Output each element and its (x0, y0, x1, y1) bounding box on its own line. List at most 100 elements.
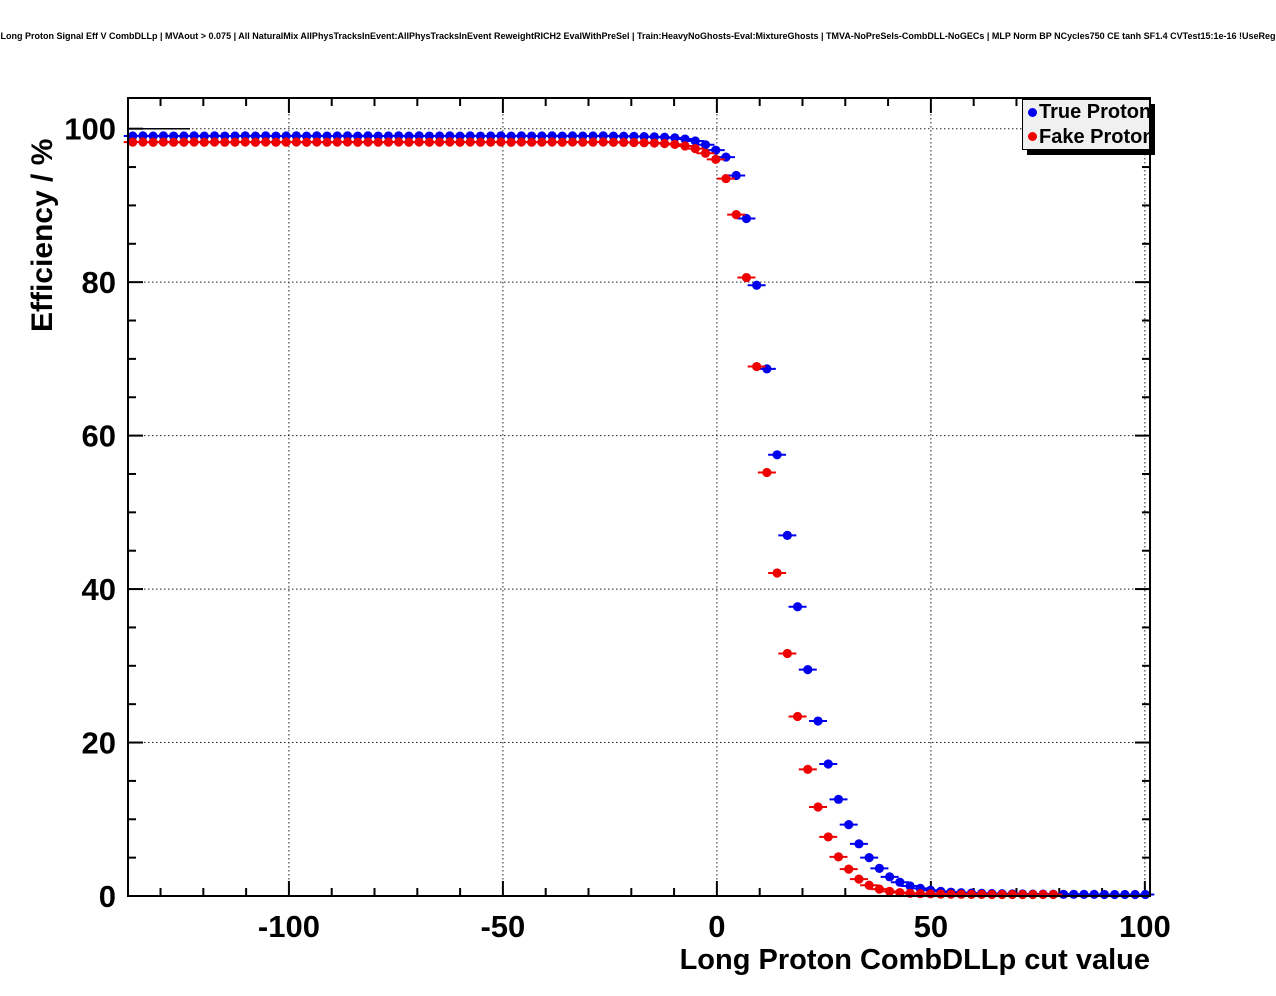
data-point-fake-proton (138, 137, 148, 147)
tick-label-layer: -100 -50 0 50 100 0 20 40 60 80 100 (64, 112, 1170, 944)
data-point-fake-proton (291, 137, 301, 147)
data-point-fake-proton (823, 832, 833, 842)
data-point-fake-proton (557, 137, 567, 147)
data-point-fake-proton (864, 880, 874, 890)
data-point-fake-proton (363, 137, 373, 147)
data-point-fake-proton (1048, 889, 1058, 900)
data-point-fake-proton (854, 874, 864, 884)
data-point-fake-proton (434, 137, 445, 147)
x-tick-label: 100 (1119, 909, 1171, 944)
true-proton-marker-icon (1028, 107, 1037, 117)
data-point-true-proton (700, 140, 711, 150)
data-point-fake-proton (506, 137, 516, 147)
data-point-fake-proton (670, 139, 680, 150)
data-point-fake-proton (547, 137, 557, 147)
data-point-fake-proton (353, 137, 363, 147)
data-point-true-proton (670, 133, 680, 143)
y-tick-label: 60 (82, 419, 116, 454)
data-point-fake-proton (189, 137, 199, 147)
data-point-true-proton (752, 280, 762, 290)
data-point-true-proton (803, 665, 813, 675)
data-point-fake-proton (261, 137, 271, 147)
data-point-fake-proton (895, 887, 905, 898)
data-point-fake-proton (465, 137, 475, 147)
data-point-true-proton (885, 872, 895, 882)
legend-label-true-proton: True Proton (1039, 101, 1152, 124)
data-point-fake-proton (527, 137, 537, 147)
legend-label-fake-proton: Fake Proton (1039, 125, 1155, 148)
tick-layer (128, 98, 1150, 896)
x-axis-title: Long Proton CombDLLp cut value (679, 944, 1150, 976)
data-point-fake-proton (240, 137, 250, 147)
plot-title: Long Proton Signal Eff V CombDLLp | MVAo… (0, 31, 1276, 41)
data-point-fake-proton (209, 137, 220, 147)
data-point-true-proton (690, 136, 700, 146)
data-point-true-proton (782, 530, 792, 540)
data-point-fake-proton (322, 137, 332, 147)
data-point-fake-proton (281, 137, 291, 147)
data-point-fake-proton (885, 886, 895, 896)
y-tick-label: 80 (82, 265, 116, 300)
data-point-true-proton (844, 820, 854, 830)
data-point-fake-proton (619, 137, 629, 147)
data-point-fake-proton (383, 137, 394, 147)
data-point-fake-proton (639, 138, 649, 148)
data-point-fake-proton (394, 137, 404, 147)
data-point-fake-proton (649, 138, 659, 148)
y-axis-title: Efficiency / % (26, 138, 59, 332)
data-point-fake-proton (179, 137, 189, 147)
data-point-true-proton (813, 716, 823, 726)
legend-item-fake-proton: Fake Proton (1023, 125, 1155, 149)
data-point-fake-proton (598, 137, 608, 147)
data-point-fake-proton (588, 137, 598, 147)
data-point-fake-proton (690, 144, 700, 154)
data-point-fake-proton (332, 137, 342, 147)
data-point-fake-proton (301, 137, 312, 147)
x-tick-label: -100 (258, 909, 320, 944)
data-point-true-proton (823, 759, 833, 769)
data-point-fake-proton (844, 864, 854, 874)
data-point-fake-proton (772, 568, 782, 578)
grid-layer (128, 98, 1150, 896)
data-point-fake-proton (455, 137, 465, 147)
fake-proton-marker-icon (1028, 132, 1037, 142)
data-point-fake-proton (128, 137, 138, 147)
data-point-true-proton (792, 602, 803, 612)
x-tick-label: 50 (914, 909, 948, 944)
data-point-fake-proton (731, 210, 741, 220)
data-point-true-proton (741, 213, 752, 224)
data-point-true-proton (864, 853, 874, 863)
data-point-fake-proton (741, 272, 752, 283)
data-point-fake-proton (169, 137, 179, 147)
data-point-fake-proton (271, 137, 281, 147)
data-point-fake-proton (813, 802, 823, 812)
data-point-true-proton (895, 877, 905, 887)
data-point-true-proton (833, 794, 844, 804)
plot-frame (127, 97, 1151, 897)
data-point-fake-proton (414, 137, 424, 147)
data-point-fake-proton (567, 137, 578, 147)
data-point-fake-proton (721, 173, 731, 184)
data-point-fake-proton (148, 137, 158, 147)
y-tick-label: 0 (99, 879, 116, 914)
x-tick-label: 0 (708, 909, 725, 944)
legend-item-true-proton: True Proton (1023, 100, 1152, 124)
data-point-true-proton (1140, 889, 1150, 900)
data-point-fake-proton (373, 137, 383, 147)
legend: True Proton Fake Proton (1022, 99, 1155, 150)
data-point-fake-proton (792, 711, 803, 722)
data-point-fake-proton (711, 154, 721, 164)
data-point-fake-proton (752, 361, 762, 372)
x-tick-label: -50 (480, 909, 525, 944)
data-point-fake-proton (762, 467, 772, 478)
y-tick-label: 40 (82, 572, 116, 607)
data-point-fake-proton (199, 137, 209, 147)
data-point-fake-proton (445, 137, 455, 147)
data-point-true-proton (874, 863, 884, 873)
data-point-fake-proton (782, 648, 792, 659)
data-point-fake-proton (312, 137, 322, 147)
data-point-fake-proton (424, 137, 434, 147)
data-point-fake-proton (537, 137, 547, 147)
